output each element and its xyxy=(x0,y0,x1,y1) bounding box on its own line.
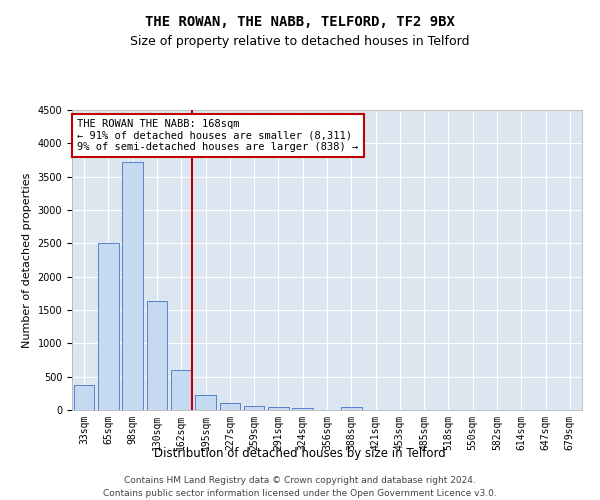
Bar xyxy=(146,302,167,410)
Bar xyxy=(220,402,240,410)
Text: Distribution of detached houses by size in Telford: Distribution of detached houses by size … xyxy=(154,448,446,460)
Bar xyxy=(74,386,94,410)
Bar xyxy=(341,406,362,410)
Bar xyxy=(268,408,289,410)
Text: Size of property relative to detached houses in Telford: Size of property relative to detached ho… xyxy=(130,35,470,48)
Text: Contains HM Land Registry data © Crown copyright and database right 2024.: Contains HM Land Registry data © Crown c… xyxy=(124,476,476,485)
Bar xyxy=(244,406,265,410)
Bar xyxy=(195,394,216,410)
Y-axis label: Number of detached properties: Number of detached properties xyxy=(22,172,32,348)
Bar xyxy=(292,408,313,410)
Bar xyxy=(171,370,191,410)
Text: Contains public sector information licensed under the Open Government Licence v3: Contains public sector information licen… xyxy=(103,489,497,498)
Bar xyxy=(98,244,119,410)
Text: THE ROWAN, THE NABB, TELFORD, TF2 9BX: THE ROWAN, THE NABB, TELFORD, TF2 9BX xyxy=(145,15,455,29)
Text: THE ROWAN THE NABB: 168sqm
← 91% of detached houses are smaller (8,311)
9% of se: THE ROWAN THE NABB: 168sqm ← 91% of deta… xyxy=(77,119,358,152)
Bar xyxy=(122,162,143,410)
